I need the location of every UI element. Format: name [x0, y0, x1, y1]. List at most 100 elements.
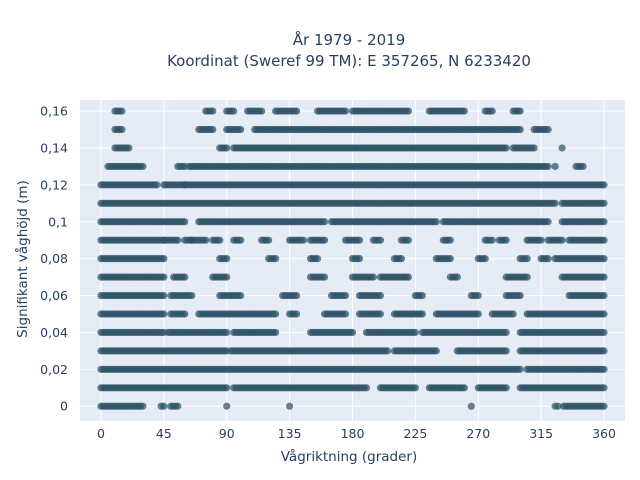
- data-point: [516, 291, 524, 300]
- data-point: [453, 273, 461, 281]
- data-point: [523, 255, 531, 263]
- data-point: [258, 107, 266, 115]
- data-point: [341, 291, 350, 300]
- data-point: [544, 162, 552, 171]
- data-point: [523, 273, 531, 281]
- data-point: [411, 328, 419, 337]
- data-point: [418, 310, 426, 318]
- data-point: [118, 107, 126, 115]
- data-point: [558, 236, 566, 244]
- data-point: [223, 273, 231, 281]
- x-axis-ticks: 0 45 90 135 180 225 270 315 360: [97, 426, 616, 441]
- data-point: [544, 255, 552, 263]
- data-point: [404, 236, 412, 244]
- x-tick-label: 270: [466, 426, 490, 441]
- data-point: [125, 144, 133, 152]
- data-point: [467, 402, 475, 410]
- data-point: [341, 107, 350, 115]
- data-point: [460, 384, 468, 392]
- data-point: [481, 255, 489, 263]
- data-point: [160, 291, 168, 300]
- data-point: [551, 199, 559, 207]
- data-point: [502, 384, 510, 392]
- chart-title-line1: År 1979 - 2019: [293, 30, 406, 49]
- x-tick-label: 315: [529, 426, 553, 441]
- data-point: [139, 402, 147, 410]
- data-point: [320, 273, 329, 281]
- data-point: [600, 291, 608, 300]
- y-axis-ticks: 0 0,02 0,04 0,06 0,08 0,1 0,12 0,14 0,16: [40, 104, 68, 414]
- y-tick-label: 0,16: [40, 104, 68, 119]
- y-tick-label: 0,04: [40, 325, 68, 340]
- data-point: [600, 347, 608, 355]
- data-point: [181, 310, 189, 318]
- data-point: [488, 236, 496, 244]
- x-tick-label: 90: [219, 426, 235, 441]
- data-point: [237, 125, 245, 134]
- y-tick-label: 0,1: [48, 214, 68, 229]
- data-point: [188, 291, 196, 300]
- data-point: [446, 255, 454, 263]
- data-point: [554, 402, 562, 410]
- data-point: [348, 328, 357, 337]
- data-point: [600, 181, 608, 189]
- data-point: [293, 107, 301, 115]
- data-point: [153, 181, 161, 189]
- x-tick-label: 45: [156, 426, 172, 441]
- data-point: [139, 162, 147, 171]
- data-point: [209, 107, 217, 115]
- data-point: [320, 236, 329, 244]
- data-point: [118, 125, 126, 134]
- data-point: [355, 255, 364, 263]
- data-point: [516, 107, 524, 115]
- data-point: [376, 291, 385, 300]
- data-point: [320, 218, 329, 226]
- data-point: [160, 255, 168, 263]
- data-point: [160, 310, 168, 318]
- x-axis-title: Vågriktning (grader): [281, 448, 418, 465]
- x-tick-label: 225: [403, 426, 427, 441]
- data-point: [216, 236, 224, 244]
- data-point: [432, 347, 440, 355]
- data-point: [600, 273, 608, 281]
- data-point: [460, 107, 468, 115]
- data-point: [600, 402, 608, 410]
- data-point: [600, 255, 608, 263]
- y-axis-title: Signifikant våghöjd (m): [14, 180, 31, 338]
- data-point: [174, 402, 182, 410]
- data-point: [362, 384, 371, 392]
- data-point: [160, 402, 168, 410]
- chart-title-line2: Koordinat (Sweref 99 TM): E 357265, N 62…: [167, 52, 531, 70]
- data-point: [174, 236, 182, 244]
- data-point: [418, 291, 426, 300]
- data-point: [237, 291, 245, 300]
- y-tick-label: 0,14: [40, 140, 68, 155]
- data-point: [376, 236, 385, 244]
- data-point: [446, 236, 454, 244]
- data-point: [404, 273, 412, 281]
- data-point: [558, 144, 566, 152]
- data-point: [293, 291, 301, 300]
- data-point: [223, 328, 231, 337]
- data-point: [502, 347, 510, 355]
- data-point: [272, 328, 280, 337]
- y-tick-label: 0,06: [40, 288, 68, 303]
- x-tick-label: 135: [278, 426, 302, 441]
- data-point: [600, 365, 608, 373]
- data-point: [404, 107, 412, 115]
- data-point: [223, 144, 231, 152]
- data-point: [502, 144, 510, 152]
- data-point: [299, 236, 308, 244]
- data-point: [397, 255, 406, 263]
- y-tick-label: 0,12: [40, 177, 68, 192]
- data-point: [286, 402, 294, 410]
- data-point: [209, 125, 217, 134]
- data-point: [341, 310, 350, 318]
- y-tick-label: 0,02: [40, 362, 68, 377]
- data-point: [355, 236, 364, 244]
- x-tick-label: 180: [341, 426, 365, 441]
- data-point: [530, 144, 538, 152]
- data-point: [488, 107, 496, 115]
- data-point: [474, 291, 482, 300]
